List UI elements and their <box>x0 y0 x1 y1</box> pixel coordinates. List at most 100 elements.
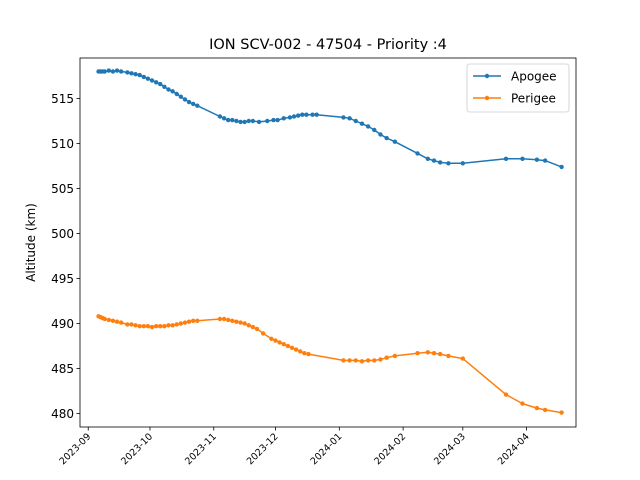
legend-label: Perigee <box>511 91 556 105</box>
perigee-point <box>289 345 295 350</box>
perigee-point <box>281 342 286 347</box>
perigee-point <box>234 319 239 324</box>
legend-item-perigee: Perigee <box>473 91 556 105</box>
perigee-point <box>118 320 124 325</box>
legend: Apogee Perigee <box>466 63 570 113</box>
y-tick-label: 490 <box>51 317 74 331</box>
apogee-point <box>137 72 142 78</box>
perigee-point <box>186 319 192 324</box>
apogee-point <box>238 119 243 125</box>
apogee-point <box>265 118 270 124</box>
perigee-point <box>415 351 420 356</box>
apogee-point <box>225 117 231 123</box>
perigee-point <box>542 407 548 413</box>
perigee-point <box>378 357 383 362</box>
apogee-point <box>353 118 358 124</box>
perigee-point <box>384 355 389 360</box>
apogee-point <box>304 112 309 117</box>
y-tick-label: 480 <box>51 407 74 421</box>
perigee-point <box>178 321 184 326</box>
perigee-point <box>106 317 112 323</box>
apogee-point <box>295 113 301 118</box>
apogee-point <box>425 156 431 161</box>
perigee-point <box>269 336 274 341</box>
perigee-point <box>153 324 159 329</box>
legend-swatch-marker <box>484 73 490 79</box>
perigee-point <box>238 320 243 325</box>
apogee-point <box>158 81 163 87</box>
apogee-point <box>102 69 107 74</box>
y-tick-label: 495 <box>51 272 74 286</box>
perigee-point <box>365 358 371 363</box>
apogee-point <box>359 121 365 126</box>
y-tick-label: 505 <box>51 182 74 196</box>
perigee-point <box>559 410 564 415</box>
legend-swatch-marker <box>484 95 490 101</box>
perigee-point <box>102 316 107 322</box>
apogee-point <box>149 78 155 83</box>
apogee-point <box>287 115 293 120</box>
apogee-point <box>141 74 146 80</box>
perigee-point <box>129 322 134 327</box>
apogee-point <box>110 69 116 74</box>
perigee-point <box>260 331 266 336</box>
perigee-point <box>158 324 163 329</box>
perigee-point <box>145 324 151 329</box>
apogee-point <box>217 114 223 119</box>
apogee-point <box>314 112 319 117</box>
perigee-point <box>273 338 278 343</box>
apogee-point <box>392 139 398 144</box>
series-layer <box>96 68 564 415</box>
apogee-point <box>125 70 130 75</box>
y-axis-label: Altitude (km) <box>24 203 38 282</box>
apogee-point <box>195 103 200 108</box>
perigee-point <box>110 318 116 323</box>
apogee-point <box>178 94 184 99</box>
y-tick-label: 500 <box>51 227 74 241</box>
perigee-point <box>302 351 307 356</box>
perigee-point <box>174 322 179 327</box>
apogee-point <box>186 99 192 105</box>
perigee-point <box>221 316 227 322</box>
apogee-point <box>365 124 371 129</box>
apogee-point <box>153 80 159 85</box>
apogee-point <box>182 97 188 102</box>
apogee-point <box>114 68 120 73</box>
perigee-point <box>341 358 346 363</box>
legend-label: Apogee <box>511 69 557 83</box>
perigee-point <box>392 353 398 359</box>
apogee-point <box>460 161 465 166</box>
perigee-point <box>347 358 352 363</box>
perigee-point <box>170 323 175 328</box>
legend-item-apogee: Apogee <box>473 69 557 83</box>
apogee-point <box>145 76 151 81</box>
apogee-point <box>384 135 389 141</box>
perigee-point <box>254 326 260 332</box>
perigee-point <box>534 405 540 411</box>
perigee-point <box>285 343 291 349</box>
y-tick-label: 485 <box>51 362 74 376</box>
apogee-point <box>246 118 251 124</box>
apogee-point <box>162 84 167 90</box>
apogee-point <box>106 68 112 73</box>
apogee-point <box>431 158 437 163</box>
perigee-point <box>114 319 120 324</box>
perigee-point <box>246 323 251 328</box>
apogee-point <box>415 151 420 156</box>
perigee-point <box>372 358 377 363</box>
apogee-point <box>256 119 262 125</box>
y-tick-label: 510 <box>51 137 74 151</box>
perigee-point <box>503 392 509 397</box>
perigee-point <box>149 324 155 330</box>
perigee-point <box>162 324 167 329</box>
perigee-point <box>437 351 443 357</box>
perigee-point <box>359 359 365 364</box>
perigee-point <box>425 350 431 355</box>
perigee-point <box>141 324 146 329</box>
apogee-point <box>559 164 564 170</box>
apogee-point <box>275 117 280 123</box>
apogee-point <box>372 127 377 133</box>
perigee-point <box>353 358 358 363</box>
apogee-point <box>170 89 175 94</box>
apogee-point <box>341 115 346 120</box>
